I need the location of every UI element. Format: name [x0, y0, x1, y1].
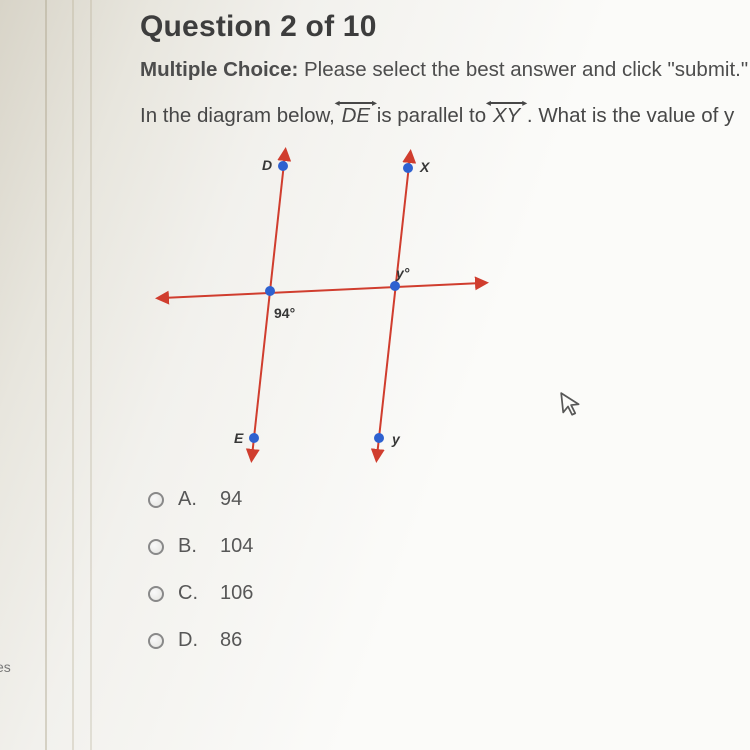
choice-a[interactable]: A. 94: [148, 488, 750, 511]
answer-choices: A. 94 B. 104 C. 106 D. 86: [140, 488, 750, 652]
svg-text:D: D: [262, 157, 272, 173]
choice-value: 94: [220, 488, 242, 511]
radio-icon[interactable]: [148, 539, 164, 555]
choice-b[interactable]: B. 104: [148, 535, 750, 558]
left-arrowhead-icon: ◂: [335, 98, 340, 109]
choice-value: 106: [220, 582, 253, 605]
segment-xy-label: XY: [493, 104, 520, 127]
instruction-rest: Please select the best answer and click …: [298, 58, 748, 81]
radio-icon[interactable]: [148, 586, 164, 602]
choice-letter: B.: [178, 535, 206, 558]
left-edge-fragment: es: [0, 659, 11, 675]
svg-text:X: X: [419, 159, 431, 175]
radio-icon[interactable]: [148, 633, 164, 649]
choice-letter: D.: [178, 629, 206, 652]
svg-text:y°: y°: [395, 265, 410, 281]
diagram-svg: D E Xy 94° y°: [150, 138, 510, 468]
svg-text:y: y: [391, 431, 401, 447]
radio-icon[interactable]: [148, 492, 164, 508]
prompt-post: . What is the value of y: [527, 104, 734, 127]
left-margin-rules: [0, 0, 95, 750]
choice-value: 86: [220, 629, 242, 652]
choice-c[interactable]: C. 106: [148, 582, 750, 605]
mouse-cursor-icon: [559, 389, 584, 419]
right-arrowhead-icon: ▸: [522, 98, 527, 109]
question-prompt: In the diagram below, ◂ DE ▸ is parallel…: [140, 104, 750, 128]
left-arrowhead-icon: ◂: [486, 98, 491, 109]
choice-letter: C.: [178, 582, 206, 605]
svg-text:E: E: [234, 430, 244, 446]
segment-de-symbol: ◂ DE ▸: [341, 104, 371, 128]
choice-value: 104: [220, 535, 253, 558]
instruction-line: Multiple Choice: Please select the best …: [140, 58, 750, 82]
segment-de-label: DE: [342, 104, 370, 127]
choice-letter: A.: [178, 488, 206, 511]
segment-xy-symbol: ◂ XY ▸: [492, 104, 521, 128]
right-arrowhead-icon: ▸: [372, 98, 377, 109]
question-content: Question 2 of 10 Multiple Choice: Please…: [140, 10, 750, 676]
geometry-diagram: D E Xy 94° y°: [150, 138, 510, 468]
svg-text:94°: 94°: [274, 305, 295, 321]
prompt-mid: is parallel to: [377, 104, 492, 127]
choice-d[interactable]: D. 86: [148, 629, 750, 652]
instruction-prefix: Multiple Choice:: [140, 58, 298, 81]
prompt-pre: In the diagram below,: [140, 104, 341, 127]
question-heading: Question 2 of 10: [140, 10, 750, 44]
